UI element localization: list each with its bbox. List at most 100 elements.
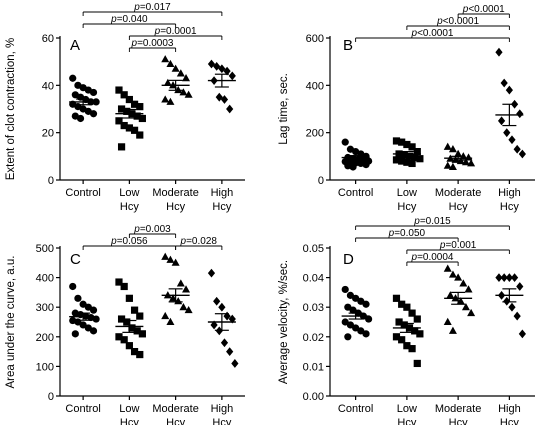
data-point	[179, 303, 188, 311]
p-value: =0.056	[117, 236, 148, 247]
p-value-label: p=0.017	[133, 2, 171, 13]
data-point	[133, 112, 141, 120]
p-symbol: p	[133, 224, 140, 235]
data-point	[403, 158, 411, 166]
data-point	[398, 300, 406, 308]
data-point	[231, 359, 239, 368]
panel-letter: B	[343, 37, 353, 54]
p-value: <0.0001	[443, 16, 480, 27]
x-tick-label: Low	[119, 403, 139, 415]
p-value: <0.0001	[468, 4, 505, 15]
p-value: =0.017	[140, 2, 171, 13]
x-tick-label: Moderate	[435, 187, 481, 199]
data-point	[220, 338, 229, 348]
data-point	[505, 85, 513, 95]
data-point	[411, 153, 419, 162]
data-point	[120, 91, 128, 99]
data-point	[130, 100, 139, 108]
data-point	[392, 333, 401, 341]
p-value-label: p=0.040	[110, 14, 148, 25]
data-point	[123, 318, 131, 326]
data-point	[443, 264, 452, 272]
data-point	[400, 151, 408, 159]
data-point	[161, 55, 170, 63]
p-symbol: p	[388, 228, 395, 239]
chart-panel-b: 0 200 400 600 Control Low Hcy Moderate Hcy High Hc…	[278, 4, 535, 213]
data-point	[176, 69, 185, 77]
x-tick-label: Low	[397, 403, 417, 415]
y-tick-label: 500	[36, 243, 54, 255]
panel-letter: A	[70, 37, 80, 54]
data-point	[408, 159, 416, 168]
p-value: =0.050	[394, 228, 425, 239]
x-tick-label: Hcy	[397, 201, 416, 213]
x-tick-label: Moderate	[152, 187, 198, 199]
x-tick-label: Control	[65, 187, 100, 199]
panel-letter: D	[343, 251, 354, 268]
data-point	[76, 114, 85, 123]
data-point	[130, 306, 139, 314]
data-point	[228, 314, 236, 324]
data-point	[503, 128, 511, 138]
data-point	[226, 347, 234, 356]
data-point	[398, 138, 406, 146]
data-point	[182, 285, 191, 293]
data-point	[210, 320, 218, 330]
y-tick-label: 0	[48, 391, 54, 403]
data-point	[416, 155, 424, 163]
p-symbol: p	[110, 14, 117, 25]
data-point	[115, 278, 123, 286]
data-point	[120, 121, 128, 130]
p-symbol: p	[411, 252, 418, 263]
data-point	[341, 285, 349, 294]
data-point	[115, 117, 123, 125]
p-symbol: p	[439, 240, 446, 251]
y-tick-label: 0	[48, 175, 54, 187]
data-point	[174, 297, 183, 305]
data-point	[130, 348, 139, 356]
p-value: =0.015	[420, 216, 451, 227]
p-value-label: p=0.003	[133, 224, 171, 235]
data-point	[130, 126, 139, 134]
panel-letter: C	[70, 251, 81, 268]
p-value-label: p=0.0003	[131, 38, 174, 49]
data-point	[89, 327, 98, 335]
p-value: =0.040	[117, 14, 148, 25]
data-point	[443, 142, 452, 150]
p-value: <0.0001	[417, 28, 454, 39]
data-point	[207, 268, 216, 278]
x-tick-label: High	[498, 187, 521, 199]
y-tick-label: 100	[36, 361, 54, 373]
x-tick-label: Hcy	[449, 201, 468, 213]
p-value: =0.0003	[137, 38, 174, 49]
data-point	[513, 144, 521, 154]
data-point	[344, 333, 352, 341]
p-value-label: p=0.056	[110, 236, 148, 247]
data-point	[508, 302, 516, 312]
data-point	[218, 302, 226, 312]
x-tick-label: Hcy	[212, 201, 231, 213]
data-point	[413, 359, 421, 368]
data-point	[416, 330, 424, 338]
data-point	[136, 350, 144, 359]
data-point	[184, 305, 193, 314]
data-point	[123, 107, 131, 115]
data-point	[408, 345, 416, 353]
data-point	[516, 109, 524, 119]
y-axis-label: Extent of clot contraction, %	[5, 38, 17, 181]
data-point	[89, 88, 98, 97]
data-point	[166, 59, 175, 68]
x-tick-label: Hcy	[500, 201, 519, 213]
data-point	[125, 95, 133, 104]
data-point	[467, 159, 476, 167]
data-point	[138, 330, 146, 338]
y-tick-label: 0.01	[303, 361, 324, 373]
p-value-label: p<0.0001	[411, 28, 454, 39]
data-point	[448, 270, 457, 278]
y-axis-label: Average velocity, %/sec.	[278, 260, 290, 384]
x-tick-label: Moderate	[435, 403, 481, 415]
x-tick-label: Hcy	[120, 417, 139, 425]
y-tick-label: 400	[36, 273, 54, 285]
data-point	[398, 157, 406, 165]
